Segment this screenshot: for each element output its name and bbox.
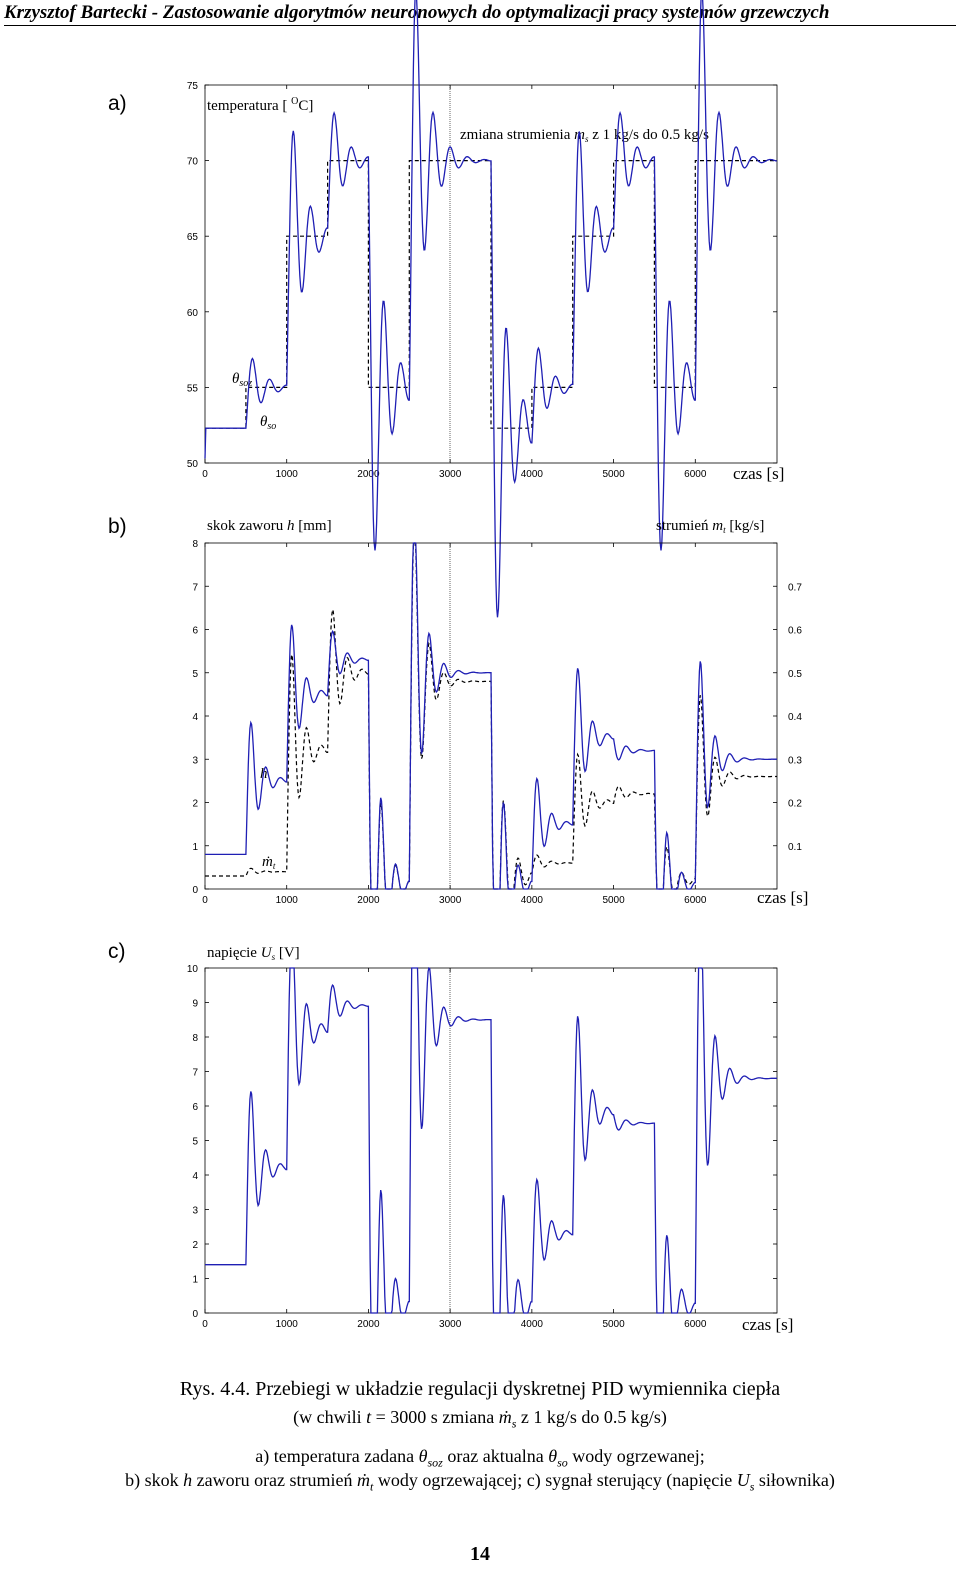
page-number: 14	[470, 1543, 490, 1565]
panel-a-letter: a)	[108, 92, 127, 115]
panel-a: a) temperatura [ OC] zmiana strumienia m…	[108, 0, 784, 618]
y-tick-label: 2	[192, 799, 198, 810]
series-theta-so	[204, 0, 778, 618]
panel-b-xlabel: czas [s]	[757, 888, 808, 907]
y-tick-label: 8	[192, 539, 198, 550]
y-tick-label: 9	[192, 999, 198, 1010]
x-tick-label: 4000	[521, 469, 544, 480]
x-tick-label: 5000	[602, 469, 625, 480]
header-rule	[4, 25, 956, 26]
y2-tick-label: 0.2	[788, 799, 802, 810]
y2-tick-label: 0.6	[788, 626, 802, 637]
y-tick-label: 2	[192, 1240, 198, 1251]
x-tick-label: 0	[202, 469, 208, 480]
panel-b-letter: b)	[108, 515, 127, 538]
panel-b: b) skok zaworu h [mm] strumień mt [kg/s]…	[108, 515, 808, 907]
panel-a-ylabel: temperatura [ OC]	[207, 96, 313, 114]
x-tick-label: 1000	[276, 1319, 299, 1330]
y-tick-label: 50	[187, 459, 199, 470]
x-tick-label: 3000	[439, 469, 462, 480]
y-tick-label: 6	[192, 626, 198, 637]
panel-a-theta-so-label: θso	[260, 414, 276, 432]
x-tick-label: 0	[202, 1319, 208, 1330]
y-tick-label: 7	[192, 582, 198, 593]
panel-b-ylabel: skok zaworu h [mm]	[207, 518, 332, 534]
series-us	[205, 966, 778, 1314]
x-tick-label: 2000	[357, 895, 380, 906]
caption-line-4: b) skok h zaworu oraz strumień ṁt wody o…	[125, 1470, 835, 1494]
y-tick-label: 1	[192, 1275, 198, 1286]
y-tick-label: 65	[187, 232, 199, 243]
x-tick-label: 6000	[684, 1319, 707, 1330]
caption-line-2: (w chwili t = 3000 s zmiana ṁs z 1 kg/s …	[293, 1407, 667, 1431]
y-tick-label: 5	[192, 669, 198, 680]
panel-a-xlabel: czas [s]	[733, 464, 784, 483]
panel-b-y2label: strumień mt [kg/s]	[656, 518, 764, 535]
y-tick-label: 0	[192, 885, 198, 896]
y2-tick-label: 0.3	[788, 755, 802, 766]
y-tick-label: 8	[192, 1033, 198, 1044]
y-tick-label: 55	[187, 383, 199, 394]
y2-tick-label: 0.1	[788, 842, 802, 853]
y-tick-label: 3	[192, 1206, 198, 1217]
y2-tick-label: 0.5	[788, 669, 802, 680]
y-tick-label: 6	[192, 1102, 198, 1113]
x-tick-label: 3000	[439, 1319, 462, 1330]
y2-tick-label: 0.4	[788, 712, 802, 723]
x-tick-label: 5000	[602, 1319, 625, 1330]
panel-c-xlabel: czas [s]	[742, 1315, 793, 1334]
y-tick-label: 4	[192, 1171, 198, 1182]
y2-tick-label: 0.7	[788, 582, 802, 593]
x-tick-label: 5000	[602, 895, 625, 906]
y-tick-label: 60	[187, 308, 199, 319]
x-tick-label: 4000	[521, 1319, 544, 1330]
y-tick-label: 3	[192, 755, 198, 766]
x-tick-label: 6000	[684, 895, 707, 906]
x-tick-label: 0	[202, 895, 208, 906]
x-tick-label: 3000	[439, 895, 462, 906]
x-tick-label: 4000	[521, 895, 544, 906]
caption-line-3: a) temperatura zadana θsoz oraz aktualna…	[255, 1446, 705, 1470]
y-tick-label: 5	[192, 1137, 198, 1148]
y-tick-label: 1	[192, 842, 198, 853]
caption-line-1: Rys. 4.4. Przebiegi w układzie regulacji…	[179, 1378, 781, 1400]
x-tick-label: 6000	[684, 469, 707, 480]
panel-a-annotation: zmiana strumienia ms z 1 kg/s do 0.5 kg/…	[460, 127, 709, 144]
panel-b-mt-label: ṁt	[262, 854, 276, 871]
series-h	[205, 542, 777, 890]
x-tick-label: 1000	[276, 895, 299, 906]
y-tick-label: 75	[187, 81, 199, 92]
panel-c-ylabel: napięcie Us [V]	[207, 945, 300, 962]
y-tick-label: 4	[192, 712, 198, 723]
y-tick-label: 70	[187, 157, 199, 168]
panel-c: c) napięcie Us [V] 0 1 2 3 4 5 6 7 8 9 10 0 1000 200…	[108, 940, 793, 1334]
x-tick-label: 2000	[357, 1319, 380, 1330]
y-tick-label: 0	[192, 1309, 198, 1320]
panel-a-frame	[204, 84, 778, 464]
x-tick-label: 2000	[357, 469, 380, 480]
panel-c-letter: c)	[108, 940, 126, 963]
y-tick-label: 7	[192, 1068, 198, 1079]
x-tick-label: 1000	[276, 469, 299, 480]
y-tick-label: 10	[187, 964, 199, 975]
